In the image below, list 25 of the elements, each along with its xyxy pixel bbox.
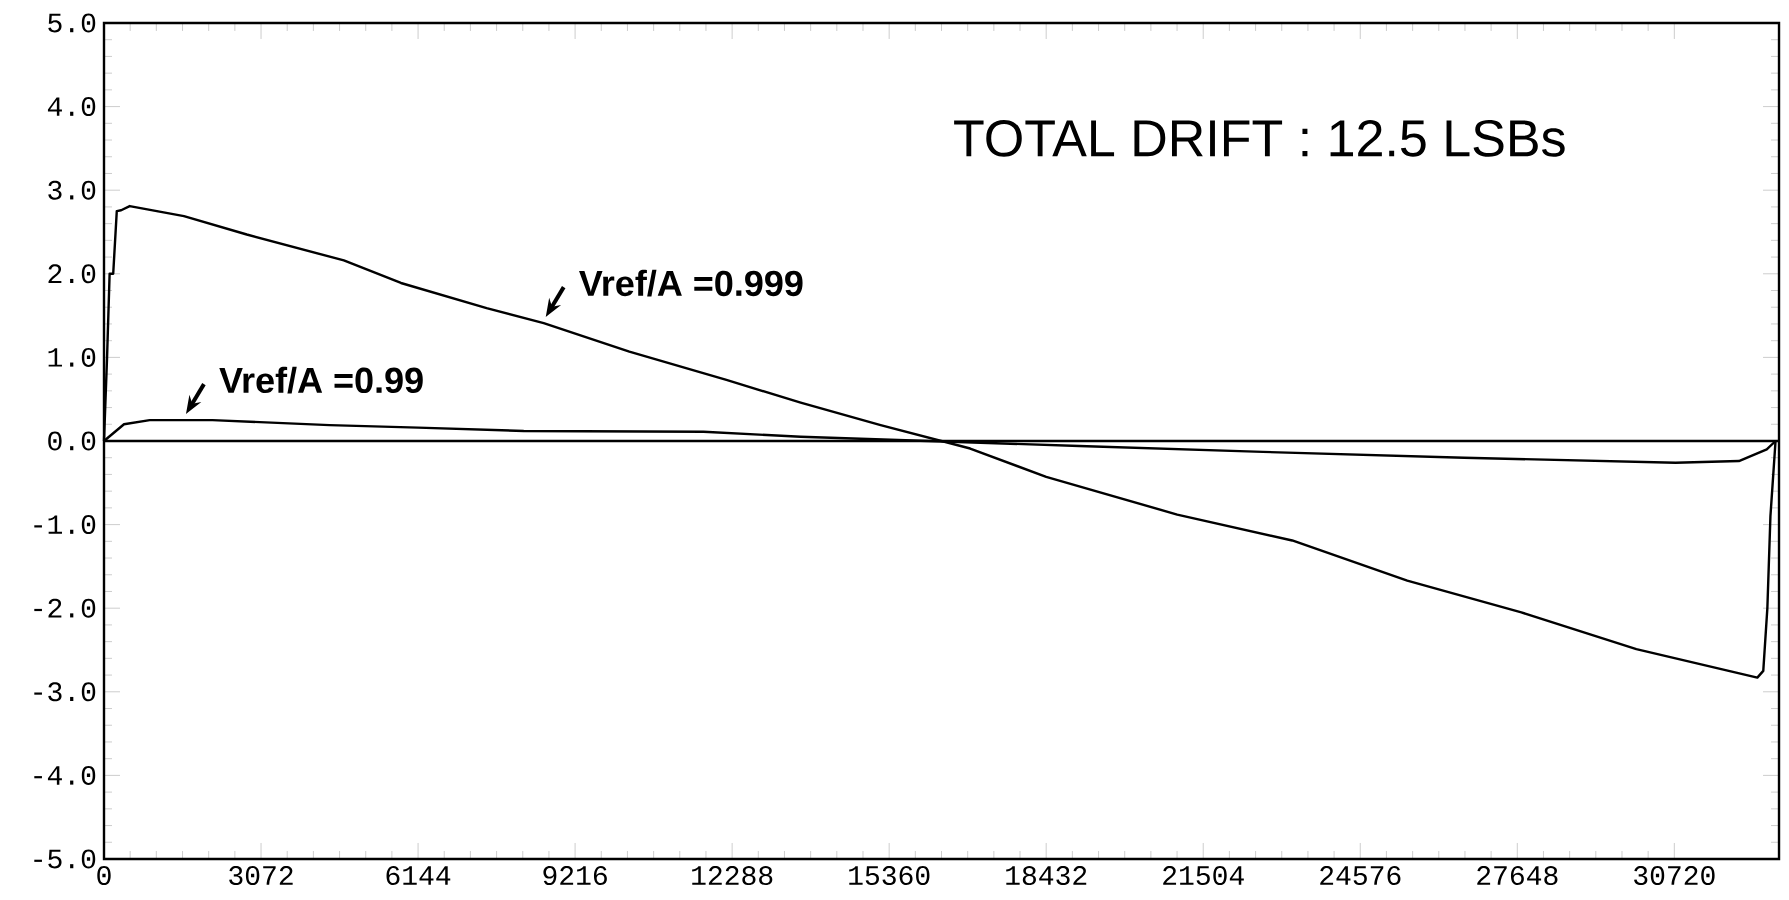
y-tick-label: -4.0 xyxy=(34,765,96,785)
y-tick-label: 2.0 xyxy=(48,264,96,284)
y-tick-label: 3.0 xyxy=(48,180,96,200)
y-tick-label: 1.0 xyxy=(48,347,96,367)
x-tick-label: 24576 xyxy=(1320,866,1401,886)
x-tick-label: 30720 xyxy=(1634,866,1715,886)
annotation: Vref/A =0.99 xyxy=(219,366,423,394)
x-tick-label: 27648 xyxy=(1477,866,1558,886)
y-tick-label: 0.0 xyxy=(48,431,96,451)
y-tick-label: -1.0 xyxy=(34,515,96,535)
x-tick-label: 18432 xyxy=(1006,866,1087,886)
annotation: Vref/A =0.999 xyxy=(579,269,803,297)
y-tick-label: 4.0 xyxy=(47,97,96,117)
y-tick-label: -5.0 xyxy=(34,849,96,869)
x-tick-label: 0 xyxy=(97,866,111,886)
x-tick-label: 3072 xyxy=(229,866,293,886)
x-tick-label: 21504 xyxy=(1163,866,1244,886)
annotation: TOTAL DRIFT : 12.5 LSBs xyxy=(954,119,1565,157)
y-tick-label: -2.0 xyxy=(34,598,96,618)
y-tick-label: -3.0 xyxy=(34,682,96,702)
x-tick-label: 6144 xyxy=(386,866,451,886)
y-tick-label: 5.0 xyxy=(48,13,96,33)
x-tick-label: 9216 xyxy=(543,866,607,886)
x-tick-label: 12288 xyxy=(692,866,773,886)
x-tick-label: 15360 xyxy=(849,866,930,886)
